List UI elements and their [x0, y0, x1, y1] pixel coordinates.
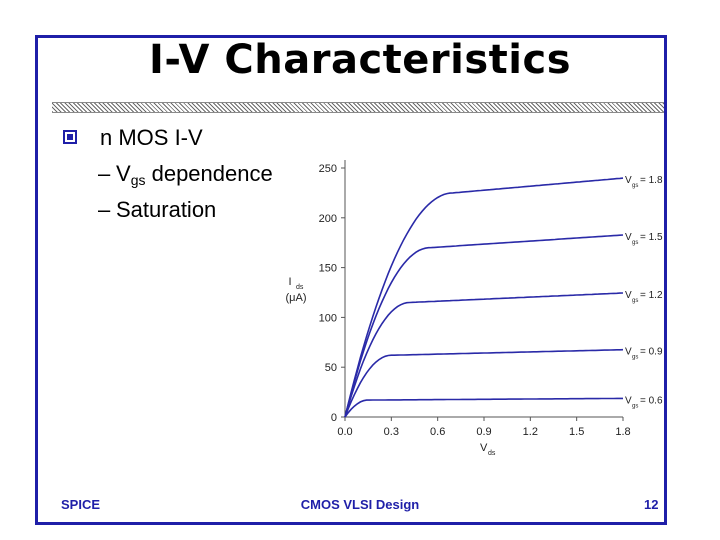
bullet-vgs-sub: gs — [130, 172, 146, 188]
dash-1: – — [98, 161, 111, 186]
y-tick-label: 250 — [319, 163, 337, 175]
iv-curve-series — [344, 348, 624, 418]
curve-label-v: V — [625, 290, 632, 301]
curve-label-sub: gs — [632, 355, 638, 361]
slide-frame — [35, 35, 667, 525]
x-tick-label: 0.0 — [337, 426, 352, 438]
curve-label-sub: gs — [632, 240, 638, 246]
y-axis-unit: (μA) — [285, 292, 306, 304]
bullet-vgs-v: V — [116, 161, 131, 186]
curve-label-value: = 1.5 — [640, 232, 663, 243]
curve-label-sub: gs — [632, 403, 638, 409]
bullet-vgs-dependence: Vgs dependence — [116, 161, 273, 188]
x-tick-label: 0.9 — [476, 426, 491, 438]
bullet-main: n MOS I-V — [100, 125, 203, 150]
footer-page-number: 12 — [644, 497, 659, 512]
x-tick-label: 0.3 — [384, 426, 399, 438]
x-tick-label: 1.2 — [523, 426, 538, 438]
bullet-vgs-suffix: dependence — [145, 161, 273, 186]
curve-label-v: V — [625, 347, 632, 358]
curve-label-sub: gs — [632, 298, 638, 304]
bullet-saturation: Saturation — [116, 197, 217, 222]
y-tick-label: 0 — [331, 412, 337, 424]
curve-label-value: = 1.8 — [640, 175, 663, 186]
iv-curve-series — [344, 397, 623, 418]
y-tick-label: 150 — [319, 263, 337, 275]
x-axis-label-sub: ds — [488, 450, 496, 457]
iv-curve-series — [344, 292, 624, 418]
curve-label-sub: gs — [632, 183, 638, 189]
curve-label-value: = 0.9 — [640, 347, 663, 358]
title-divider — [52, 102, 664, 113]
curve-label-v: V — [625, 232, 632, 243]
y-tick-label: 200 — [319, 213, 337, 225]
iv-curve-series — [344, 177, 624, 418]
x-tick-label: 1.5 — [569, 426, 584, 438]
footer-left: SPICE — [61, 497, 101, 512]
y-tick-label: 50 — [325, 362, 337, 374]
x-tick-label: 0.6 — [430, 426, 445, 438]
curve-label-value: = 0.6 — [640, 395, 663, 406]
iv-curve-series — [344, 234, 624, 418]
x-axis-label: V — [480, 442, 488, 454]
dash-2: – — [98, 197, 111, 222]
x-tick-label: 1.8 — [615, 426, 630, 438]
curve-label-v: V — [625, 395, 632, 406]
y-axis-label-sub: ds — [296, 284, 304, 291]
y-axis-label: I — [288, 276, 291, 288]
bullet-box-icon — [63, 130, 77, 144]
curve-label-value: = 1.2 — [640, 290, 663, 301]
curve-label-v: V — [625, 175, 632, 186]
slide-title: I-V Characteristics — [148, 37, 572, 83]
footer-center: CMOS VLSI Design — [300, 497, 420, 512]
y-tick-label: 100 — [319, 312, 337, 324]
